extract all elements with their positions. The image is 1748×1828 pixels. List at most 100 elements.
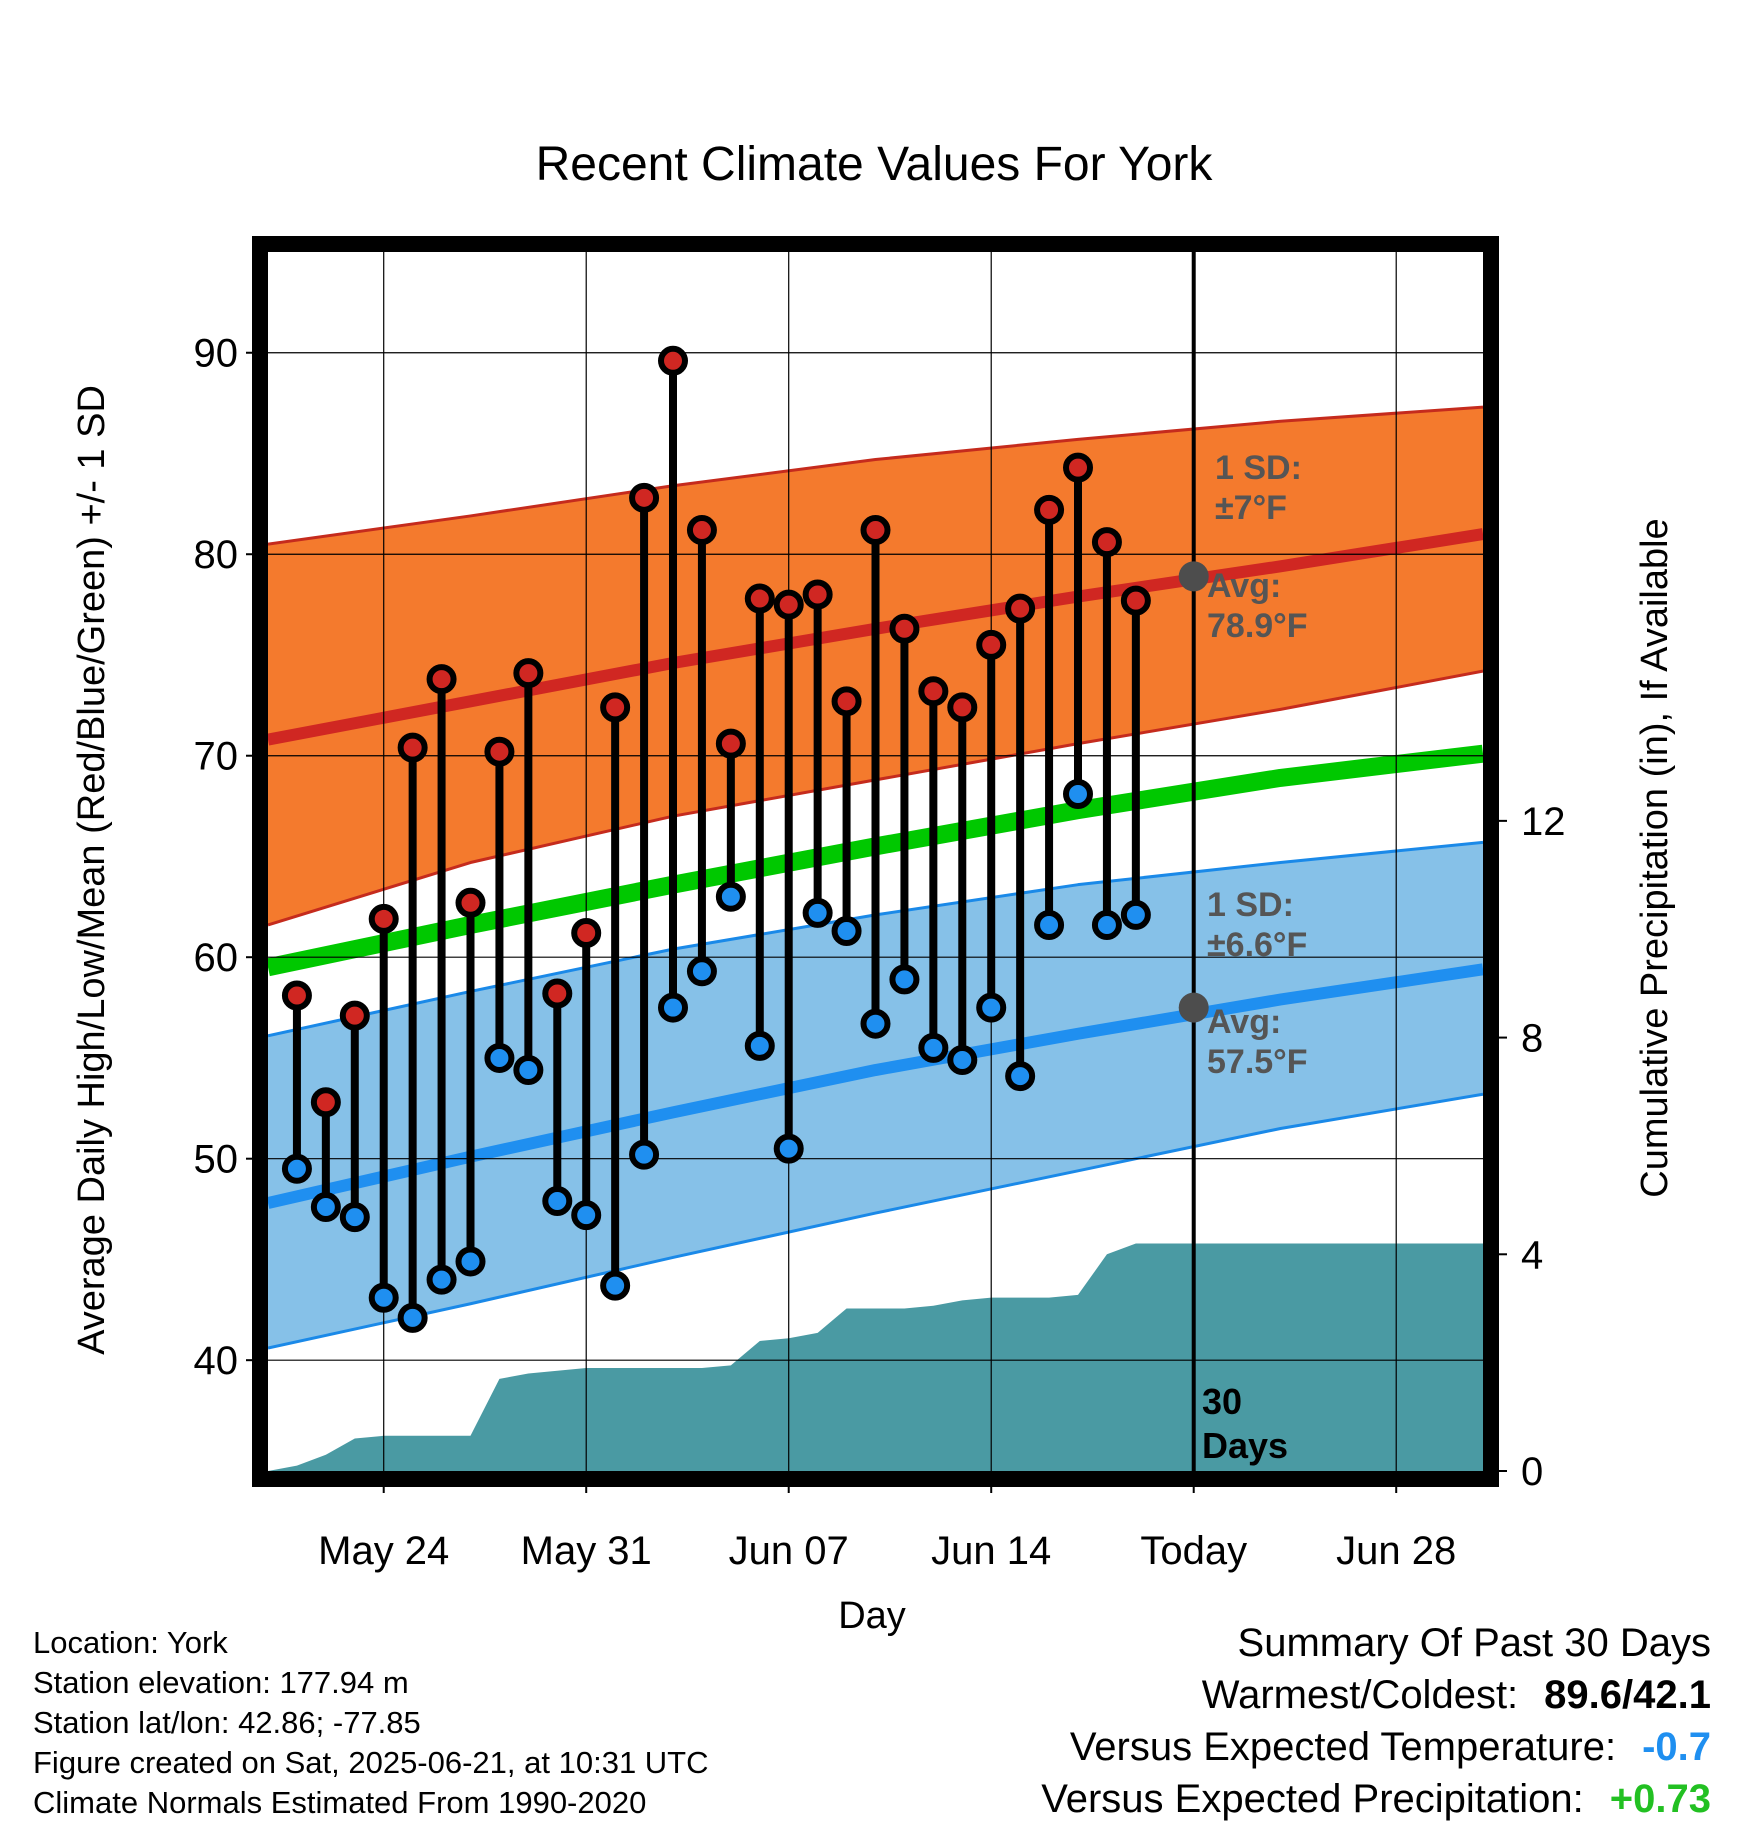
low-point: [339, 1202, 370, 1233]
created-text: Figure created on Sat, 2025-06-21, at 10…: [33, 1745, 709, 1780]
high-point: [600, 692, 631, 723]
precip-vs-expected-value: +0.73: [1609, 1777, 1711, 1821]
summary-panel: Summary Of Past 30 Days Warmest/Coldest:…: [1041, 1617, 1711, 1825]
x-tick-label: May 31: [521, 1529, 652, 1573]
station-info: Location: York Station elevation: 177.94…: [33, 1623, 709, 1823]
low-point: [368, 1282, 399, 1313]
low-avg-label: Avg: 57.5°F: [1207, 1003, 1308, 1081]
high-point: [1120, 585, 1151, 616]
high-point: [397, 732, 428, 763]
x-tick-label: Jun 28: [1336, 1529, 1456, 1573]
low-point: [658, 992, 688, 1023]
low-point: [773, 1133, 804, 1164]
high-point: [802, 579, 833, 610]
high-point: [281, 980, 312, 1011]
low-point: [1153, 0, 1177, 12]
y-tick-label: 90: [194, 332, 239, 376]
high-point: [889, 613, 920, 644]
low-point: [397, 1302, 428, 1333]
low-point: [310, 1192, 341, 1223]
latlon-text: Station lat/lon: 42.86; -77.85: [33, 1705, 421, 1740]
high-point: [310, 1087, 341, 1118]
high-point: [513, 658, 544, 689]
high-point: [744, 583, 775, 614]
summary-title: Summary Of Past 30 Days: [1237, 1621, 1711, 1665]
warmest-label: Warmest/Coldest:: [1201, 1673, 1519, 1717]
warmest-value: 89.6/42.1: [1544, 1673, 1711, 1717]
low-point: [426, 1264, 457, 1295]
summary-warmest-row: Warmest/Coldest: 89.6/42.1: [1041, 1669, 1711, 1721]
y2-tick-label: 8: [1521, 1017, 1543, 1061]
low-point: [1063, 779, 1093, 810]
chart-title: Recent Climate Values For York: [536, 138, 1214, 191]
y-tick-label: 80: [194, 533, 239, 577]
y-tick-label: 60: [194, 936, 239, 980]
high-point: [455, 887, 486, 918]
low-point: [1034, 909, 1065, 940]
high-point: [918, 676, 949, 707]
plot-frame: [252, 236, 1499, 1487]
low-point: [715, 881, 746, 912]
high-point: [1063, 452, 1093, 483]
low-point: [947, 1044, 978, 1075]
high-point: [658, 345, 688, 376]
low-point: [831, 916, 862, 947]
high-point: [976, 629, 1007, 660]
high-point: [686, 515, 717, 546]
high-point: [1034, 494, 1065, 525]
high-sd-label: 1 SD: ±7°F: [1215, 449, 1302, 527]
y-axis-title: Average Daily High/Low/Mean (Red/Blue/Gr…: [71, 385, 113, 1355]
x-tick-label: Jun 14: [931, 1529, 1051, 1573]
low-point: [281, 1153, 312, 1184]
high-avg-label: Avg: 78.9°F: [1207, 567, 1308, 645]
temp-vs-expected-label: Versus Expected Temperature:: [1069, 1725, 1617, 1769]
low-point: [513, 1055, 544, 1086]
precip-vs-expected-label: Versus Expected Precipitation:: [1041, 1777, 1584, 1821]
low-point: [802, 897, 833, 928]
high-point: [368, 903, 399, 934]
today-high-avg-dot: [1178, 561, 1209, 592]
high-point: [947, 692, 978, 723]
x-axis-title: Day: [838, 1595, 906, 1637]
summary-temp-row: Versus Expected Temperature: -0.7: [1041, 1721, 1711, 1773]
window-days-label: 30 Days: [1202, 1381, 1288, 1466]
y2-tick-label: 0: [1521, 1450, 1543, 1494]
y2-axis-title: Cumulative Precipitation (in), If Availa…: [1634, 518, 1676, 1197]
high-point: [1153, 0, 1177, 12]
high-point: [831, 686, 862, 717]
today-low-avg-dot: [1178, 992, 1209, 1023]
high-point: [484, 736, 515, 767]
low-sd-label: 1 SD: ±6.6°F: [1207, 886, 1307, 964]
high-point: [860, 515, 891, 546]
y-tick-label: 40: [194, 1339, 239, 1383]
x-tick-label: Jun 07: [729, 1529, 849, 1573]
high-upper-edge: [268, 405, 1483, 546]
elevation-text: Station elevation: 177.94 m: [33, 1665, 409, 1700]
x-tick-label: May 24: [318, 1529, 449, 1573]
high-point: [542, 978, 573, 1009]
location-text: Location: York: [33, 1625, 228, 1660]
high-point: [629, 482, 660, 513]
low-point: [686, 956, 717, 987]
low-sd-band: [268, 842, 1483, 1349]
high-point: [339, 1000, 370, 1031]
temp-vs-expected-value: -0.7: [1642, 1725, 1711, 1769]
normals-text: Climate Normals Estimated From 1990-2020: [33, 1785, 647, 1820]
low-point: [860, 1008, 891, 1039]
low-point: [1120, 899, 1151, 930]
high-point: [426, 664, 457, 695]
low-point: [918, 1032, 949, 1063]
y2-tick-label: 4: [1521, 1233, 1543, 1277]
low-point: [976, 992, 1007, 1023]
y2-tick-label: 12: [1521, 800, 1566, 844]
y-tick-label: 50: [194, 1138, 239, 1182]
low-lower-edge: [268, 1092, 1483, 1350]
low-point: [1091, 909, 1122, 940]
y-tick-label: 70: [194, 735, 239, 779]
low-point: [600, 1270, 631, 1301]
high-point: [571, 918, 602, 949]
low-point: [542, 1186, 573, 1217]
low-point: [1005, 1061, 1036, 1092]
low-point: [744, 1030, 775, 1061]
